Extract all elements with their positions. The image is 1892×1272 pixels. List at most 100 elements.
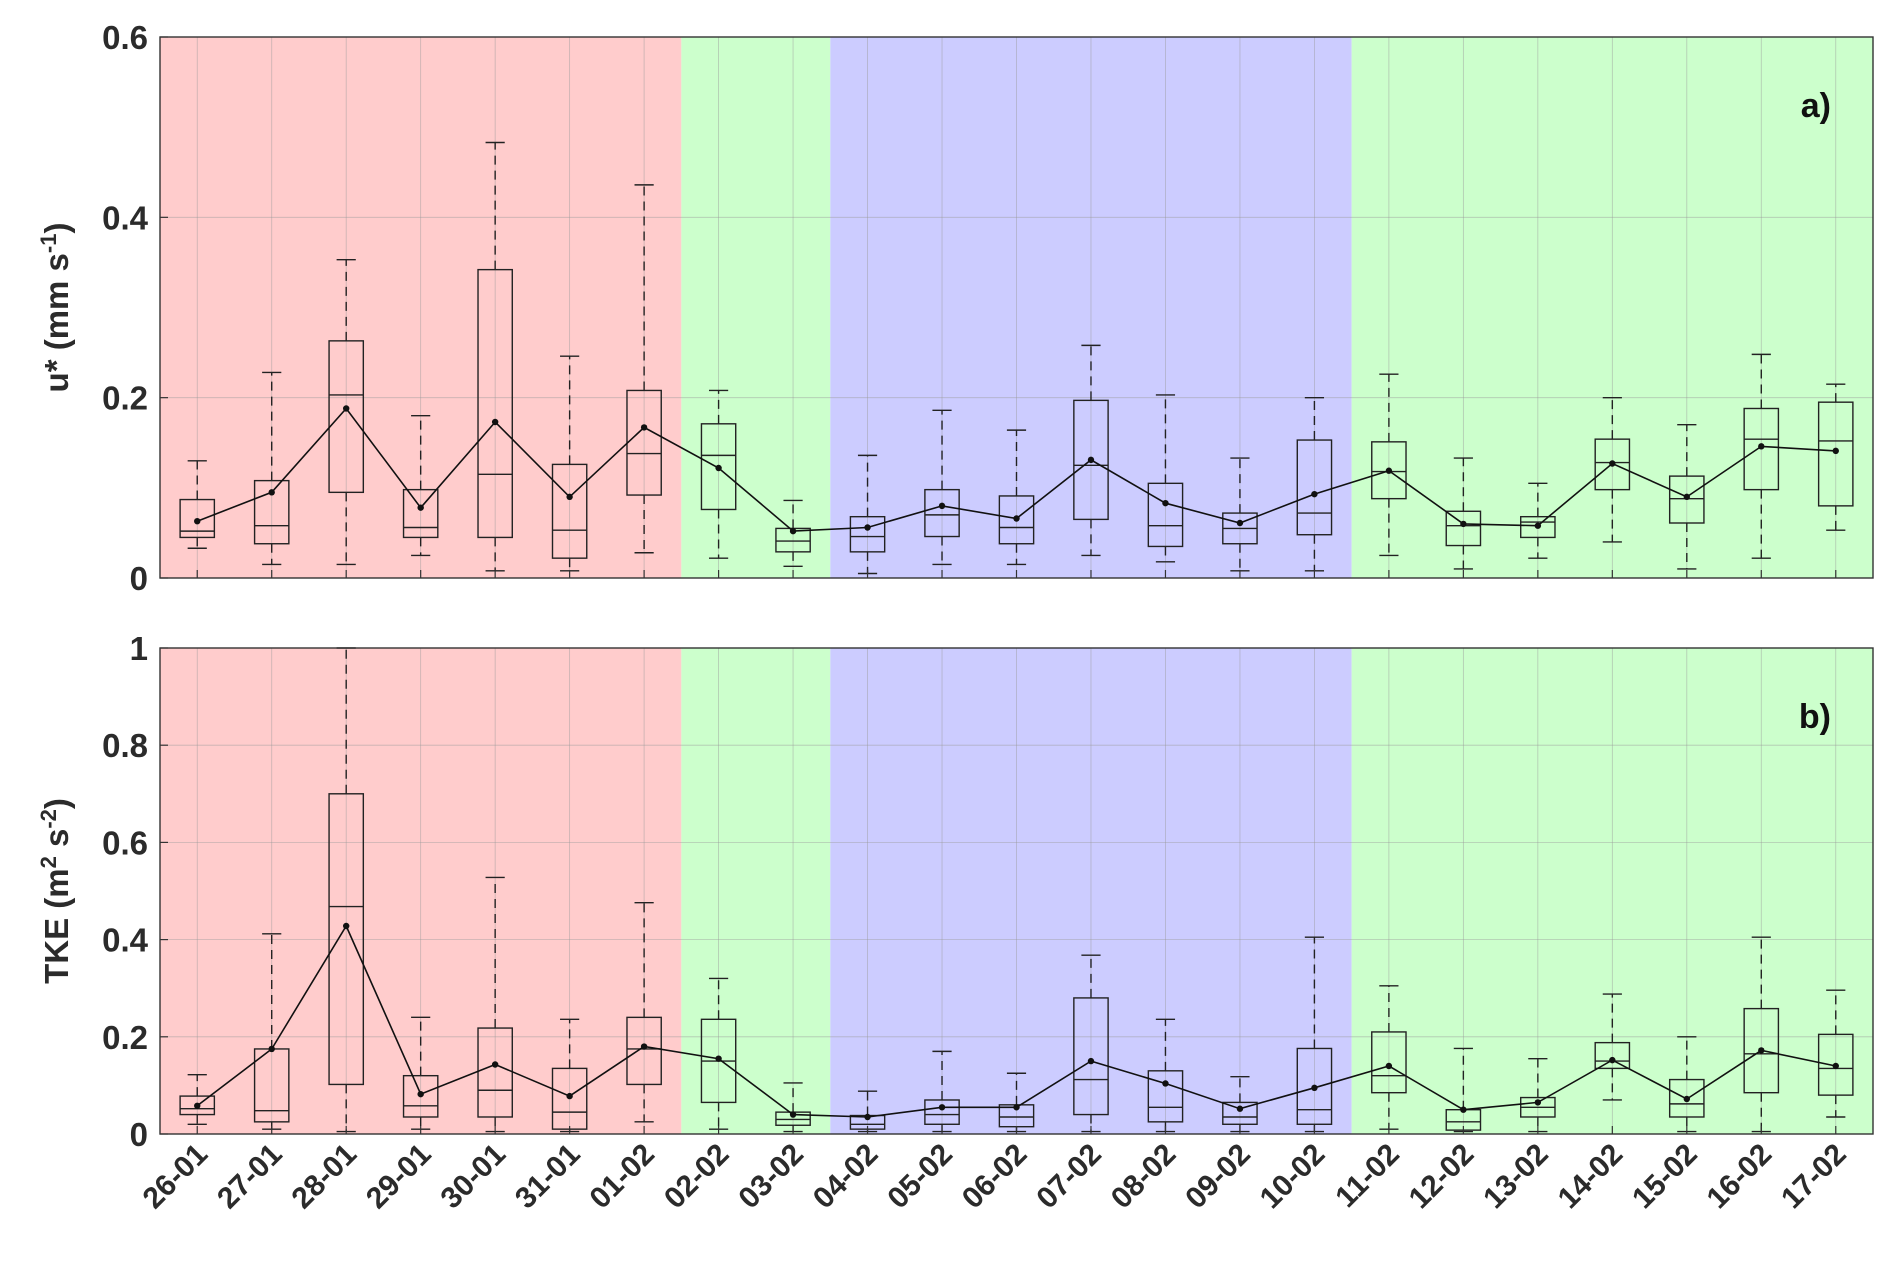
mean-point-06-02 [1013,515,1020,522]
box-26-01 [179,460,216,549]
mean-point-10-02 [1311,490,1318,498]
period-band-1 [681,37,831,578]
mean-point-15-02 [1683,493,1691,501]
box-07-02 [1073,344,1109,557]
iqr-box [1296,1047,1333,1125]
mean-point-29-01 [417,1090,424,1098]
x-tick-label-09-02: 09-02 [1179,1138,1257,1216]
mean-point-14-02 [1609,1056,1616,1064]
box-13-02 [1520,1057,1556,1133]
iqr-box [1668,1078,1705,1118]
box-27-01 [253,371,290,566]
x-tick-label-26-01: 26-01 [137,1138,215,1216]
y-tick-label: 0 [130,560,148,597]
box-13-02 [1520,482,1556,559]
x-tick-label-08-02: 08-02 [1105,1138,1183,1216]
x-tick-label-29-01: 29-01 [360,1138,438,1216]
box-17-02 [1817,383,1854,531]
box-07-02 [1073,954,1109,1133]
x-tick-label-16-02: 16-02 [1701,1138,1779,1216]
mean-point-02-02 [715,1055,722,1062]
mean-point-03-02 [789,1111,797,1118]
mean-point-27-01 [268,1045,275,1053]
y-tick-label: 0.6 [102,824,148,861]
iqr-box [1668,475,1705,524]
x-tick-label-05-02: 05-02 [881,1138,959,1216]
box-30-01 [477,141,513,572]
mean-point-10-02 [1311,1084,1318,1092]
mean-point-31-01 [566,1092,573,1100]
panel-b: 0 0.2 0.4 0.6 0.8 1 26-0127-0128-0129-0130-01… [36,630,1874,1216]
box-16-02 [1743,353,1780,559]
y-tick-label: 1 [130,630,148,667]
mean-point-08-02 [1162,499,1169,507]
panel-b-label: b) [1799,698,1831,736]
panel-b-grid [160,648,1873,1134]
box-03-02 [775,499,811,567]
iqr-box [179,498,216,539]
box-29-01 [402,1016,439,1130]
box-05-02 [924,409,960,566]
mean-point-02-02 [715,464,722,472]
iqr-box [179,1095,216,1116]
mean-point-12-02 [1460,520,1467,528]
box-31-01 [551,355,588,572]
iqr-box [924,1099,960,1125]
iqr-box [253,479,290,545]
mean-point-01-02 [640,1043,648,1050]
iqr-box [1817,401,1854,507]
mean-point-08-02 [1162,1080,1169,1087]
iqr-box [998,495,1035,545]
x-tick-label-13-02: 13-02 [1477,1138,1555,1216]
mean-point-07-02 [1087,1057,1095,1065]
iqr-box [1147,1070,1184,1123]
x-tick-label-04-02: 04-02 [807,1138,885,1216]
mean-point-04-02 [864,524,871,531]
box-14-02 [1594,993,1631,1101]
x-tick-label-03-02: 03-02 [732,1138,810,1216]
y-tick-label: 0.2 [102,1019,148,1056]
x-tick-label-17-02: 17-02 [1775,1138,1853,1216]
mean-point-13-02 [1534,522,1542,529]
box-11-02 [1371,985,1407,1130]
box-06-02 [998,429,1035,566]
iqr-box [700,423,737,511]
iqr-box [1296,439,1333,536]
x-tick-label-06-02: 06-02 [956,1138,1034,1216]
mean-point-09-02 [1236,1105,1244,1112]
period-band-1 [681,648,831,1134]
mean-point-17-02 [1832,447,1839,455]
iqr-box [1371,1031,1407,1094]
x-axis-ticks: 26-0127-0128-0129-0130-0131-0101-0202-02… [137,1138,1853,1216]
panel-a-mean-line [194,405,1839,535]
iqr-box [328,340,365,494]
iqr-box [1817,1033,1854,1096]
x-tick-label-12-02: 12-02 [1403,1138,1481,1216]
mean-point-11-02 [1385,467,1393,474]
x-tick-label-01-02: 01-02 [583,1138,661,1216]
mean-point-07-02 [1087,456,1095,464]
x-tick-label-27-01: 27-01 [211,1138,289,1216]
x-tick-label-14-02: 14-02 [1552,1138,1630,1216]
mean-point-03-02 [789,527,797,535]
iqr-box [1222,1101,1258,1125]
box-08-02 [1147,394,1184,563]
iqr-box [849,515,886,553]
panel-b-y-ticks: 0 0.2 0.4 0.6 0.8 1 [102,630,1837,1153]
y-tick-label: 0.8 [102,727,148,764]
y-tick-label: 0.4 [102,199,149,236]
x-tick-label-30-01: 30-01 [435,1138,513,1216]
mean-point-17-02 [1832,1062,1839,1070]
mean-point-05-02 [938,1104,946,1111]
mean-point-27-01 [268,489,275,496]
mean-point-26-01 [194,1102,201,1110]
y-tick-label: 0.6 [102,19,148,56]
mean-point-01-02 [640,424,648,431]
mean-point-28-01 [342,405,350,412]
y-tick-label: 0.4 [102,922,149,959]
mean-point-30-01 [491,1061,499,1068]
y-tick-label: 0.2 [102,380,148,417]
iqr-box [1073,399,1109,521]
iqr-box [924,488,960,538]
iqr-box [328,793,365,1086]
